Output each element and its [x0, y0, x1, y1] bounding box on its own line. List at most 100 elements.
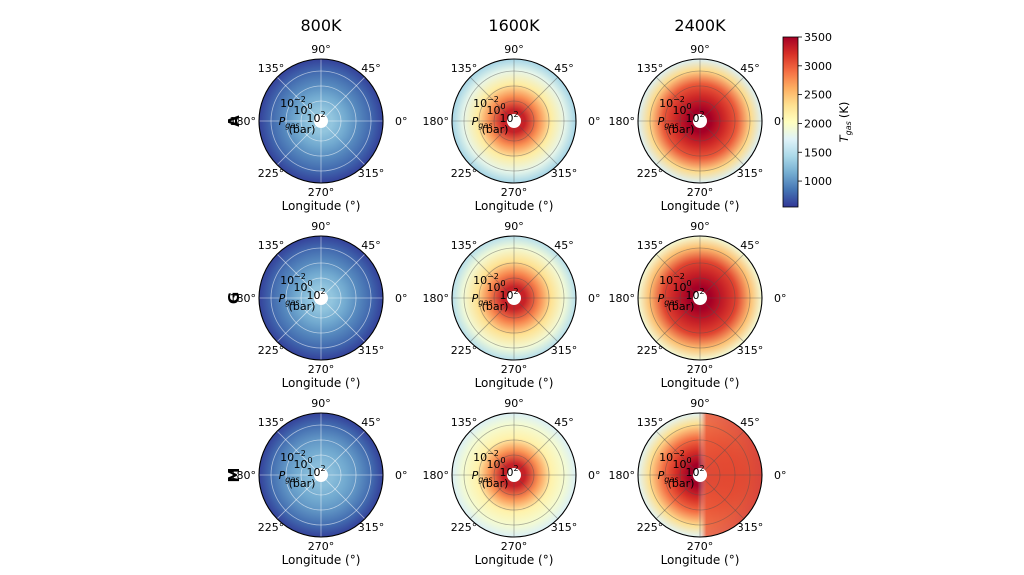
angular-tick-0: 0°: [395, 292, 408, 305]
polar-frame: [258, 235, 384, 361]
angular-tick-270: 270°: [501, 186, 528, 199]
angular-tick-270: 270°: [308, 540, 335, 553]
colorbar-label: Tgas(K): [837, 102, 853, 143]
angular-tick-225: 225°: [637, 344, 664, 357]
angular-gridline: [276, 479, 317, 520]
angular-tick-180: 180°: [423, 292, 450, 305]
angular-tick-225: 225°: [637, 521, 664, 534]
colorbar-tick-3000: 3000: [804, 60, 832, 73]
radial-tick-label: 10−2: [473, 449, 499, 464]
angular-gridline: [325, 76, 366, 117]
angular-gridline: [469, 125, 510, 166]
radial-tick-label: 102: [306, 287, 325, 302]
angular-tick-270: 270°: [687, 186, 714, 199]
radial-tick-label: 10−2: [473, 95, 499, 110]
angular-tick-0: 0°: [588, 469, 601, 482]
center-hole: [507, 114, 521, 128]
colorbar: 1000 1500 2000 2500 3000 3500 Tgas(K): [782, 31, 853, 208]
angular-tick-315: 315°: [551, 521, 578, 534]
radial-gridline: [463, 247, 565, 349]
angular-tick-225: 225°: [258, 167, 285, 180]
radial-gridline: [463, 424, 565, 526]
angular-gridline: [655, 125, 696, 166]
row-label-m: M: [225, 468, 243, 483]
radial-tick-label: 100: [293, 102, 312, 117]
radial-tick-label: 102: [499, 464, 518, 479]
angular-tick-315: 315°: [358, 521, 385, 534]
radial-gridline: [679, 454, 721, 496]
radial-tick-label: 102: [685, 287, 704, 302]
colorbar-tick-2000: 2000: [804, 117, 832, 130]
center-hole: [314, 114, 328, 128]
radial-gridline: [463, 70, 565, 172]
radial-gridline: [664, 439, 736, 511]
radial-tick-label: 100: [672, 102, 691, 117]
column-title-800k: 800K: [300, 16, 342, 35]
angular-tick-225: 225°: [451, 167, 478, 180]
angular-tick-45: 45°: [361, 62, 381, 75]
x-axis-label: Longitude (°): [661, 553, 740, 567]
angular-tick-270: 270°: [501, 363, 528, 376]
colorbar-tick-3500: 3500: [804, 31, 832, 44]
angular-tick-90: 90°: [311, 43, 331, 56]
angular-tick-135: 135°: [637, 416, 664, 429]
angular-gridline: [704, 125, 745, 166]
angular-tick-225: 225°: [637, 167, 664, 180]
radial-axis-label: Pgas(bar): [658, 115, 695, 136]
angular-tick-90: 90°: [690, 220, 710, 233]
radial-tick-label: 100: [293, 456, 312, 471]
angular-gridline: [655, 430, 696, 471]
angular-tick-45: 45°: [361, 416, 381, 429]
center-hole: [507, 468, 521, 482]
panel-a-1600k: 0° 45° 90° 135° 180° 225° 270° 315° 10−2100102Pg…: [423, 43, 601, 213]
angular-gridline: [704, 302, 745, 343]
center-hole: [314, 291, 328, 305]
angular-gridline: [518, 302, 559, 343]
colorbar-gradient: [782, 36, 799, 208]
radial-tick-label: 102: [499, 110, 518, 125]
radial-gridline: [478, 439, 550, 511]
center-hole: [693, 291, 707, 305]
radial-gridline: [493, 100, 535, 142]
colorbar-tick-2500: 2500: [804, 89, 832, 102]
polar-frame: [637, 58, 763, 184]
angular-tick-0: 0°: [395, 469, 408, 482]
angular-gridline: [276, 430, 317, 471]
radial-gridline: [649, 424, 751, 526]
angular-gridline: [655, 302, 696, 343]
angular-gridline: [518, 479, 559, 520]
radial-tick-label: 100: [486, 102, 505, 117]
radial-tick-label: 102: [499, 287, 518, 302]
row-label-a: A: [225, 115, 243, 127]
angular-gridline: [655, 479, 696, 520]
angular-tick-0: 0°: [774, 292, 787, 305]
radial-axis-label: Pgas(bar): [472, 469, 509, 490]
angular-tick-90: 90°: [311, 220, 331, 233]
angular-tick-90: 90°: [690, 43, 710, 56]
radial-gridline: [679, 100, 721, 142]
angular-tick-90: 90°: [504, 220, 524, 233]
polar-frame: [451, 412, 577, 538]
angular-tick-135: 135°: [637, 239, 664, 252]
x-axis-label: Longitude (°): [475, 553, 554, 567]
column-title-1600k: 1600K: [488, 16, 540, 35]
angular-tick-225: 225°: [451, 344, 478, 357]
angular-tick-180: 180°: [230, 469, 257, 482]
x-axis-label: Longitude (°): [282, 553, 361, 567]
angular-tick-90: 90°: [311, 397, 331, 410]
angular-gridline: [704, 253, 745, 294]
center-hole: [314, 468, 328, 482]
angular-gridline: [325, 302, 366, 343]
angular-tick-0: 0°: [588, 292, 601, 305]
polar-frame: [258, 412, 384, 538]
angular-tick-90: 90°: [504, 43, 524, 56]
row-label-g: G: [225, 292, 243, 304]
angular-gridline: [469, 253, 510, 294]
radial-tick-label: 100: [672, 279, 691, 294]
angular-tick-45: 45°: [554, 239, 574, 252]
panel-m-1600k: 0° 45° 90° 135° 180° 225° 270° 315° 10−2100102Pg…: [423, 397, 601, 567]
panel-g-1600k: 0° 45° 90° 135° 180° 225° 270° 315° 10−2100102Pg…: [423, 220, 601, 390]
radial-tick-label: 10−2: [659, 449, 685, 464]
x-axis-label: Longitude (°): [282, 199, 361, 213]
radial-tick-label: 100: [293, 279, 312, 294]
